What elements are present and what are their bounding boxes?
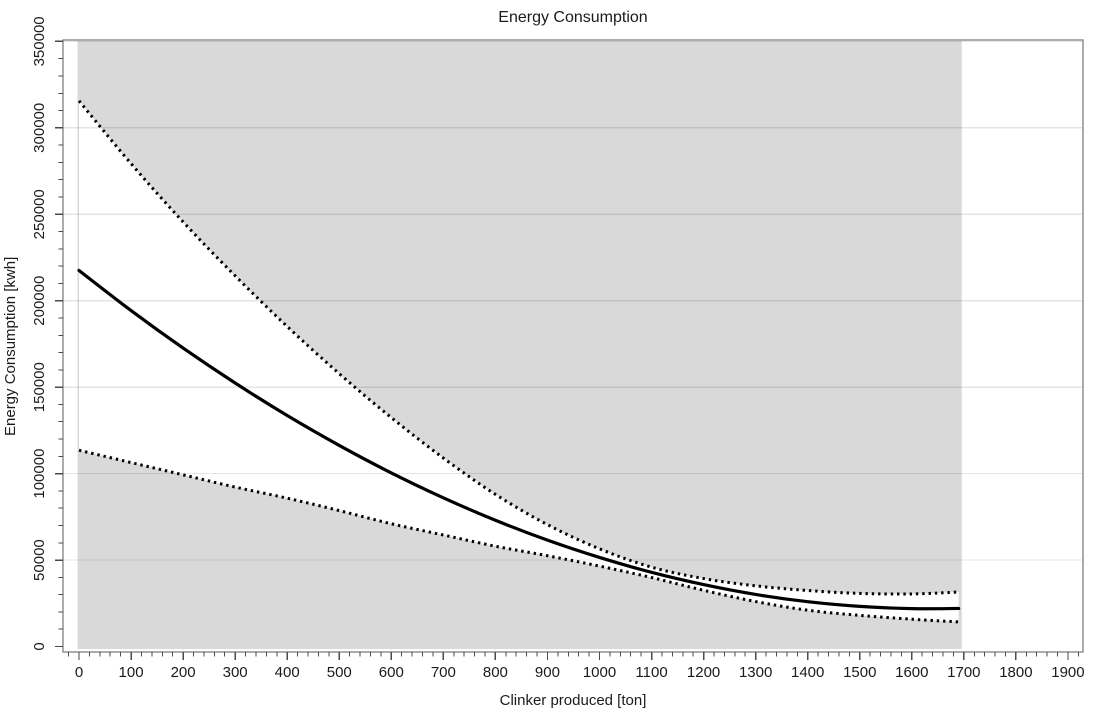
upper-confidence-line [77, 99, 959, 596]
x-tick-label: 1100 [635, 664, 667, 681]
x-tick-label: 600 [379, 664, 404, 681]
mean-line [77, 268, 961, 611]
y-tick-label: 100000 [31, 449, 48, 499]
y-tick-label: 150000 [31, 362, 48, 412]
confidence-band [79, 100, 959, 622]
y-axis-title: Energy Consumption [kwh] [2, 256, 19, 436]
x-tick-label: 400 [275, 664, 300, 681]
x-tick-label: 1700 [947, 664, 980, 681]
x-tick-label: 1500 [843, 664, 876, 681]
x-tick-label: 1800 [999, 664, 1032, 681]
y-tick-label: 0 [31, 642, 48, 650]
y-tick-label: 300000 [31, 103, 48, 153]
x-tick-label: 900 [535, 664, 560, 681]
x-tick-label: 800 [483, 664, 508, 681]
plot-frame [62, 39, 1084, 653]
x-tick-label: 0 [75, 664, 83, 681]
x-tick-label: 200 [171, 664, 196, 681]
y-tick-label: 250000 [31, 189, 48, 239]
x-tick-label: 1400 [791, 664, 824, 681]
lower-confidence-line [78, 448, 959, 624]
x-tick-label: 500 [327, 664, 352, 681]
x-tick-label: 1000 [583, 664, 616, 681]
y-tick-label: 200000 [31, 276, 48, 326]
y-tick-label: 50000 [31, 539, 48, 581]
x-tick-label: 100 [119, 664, 144, 681]
y-tick-label: 350000 [31, 16, 48, 66]
x-tick-label: 300 [223, 664, 248, 681]
x-tick-label: 1300 [739, 664, 772, 681]
x-tick-label: 1600 [895, 664, 928, 681]
x-tick-label: 1200 [687, 664, 720, 681]
chart-title: Energy Consumption [498, 9, 648, 26]
x-tick-label: 1900 [1051, 664, 1084, 681]
x-axis-title: Clinker produced [ton] [499, 692, 647, 709]
x-tick-label: 700 [431, 664, 456, 681]
